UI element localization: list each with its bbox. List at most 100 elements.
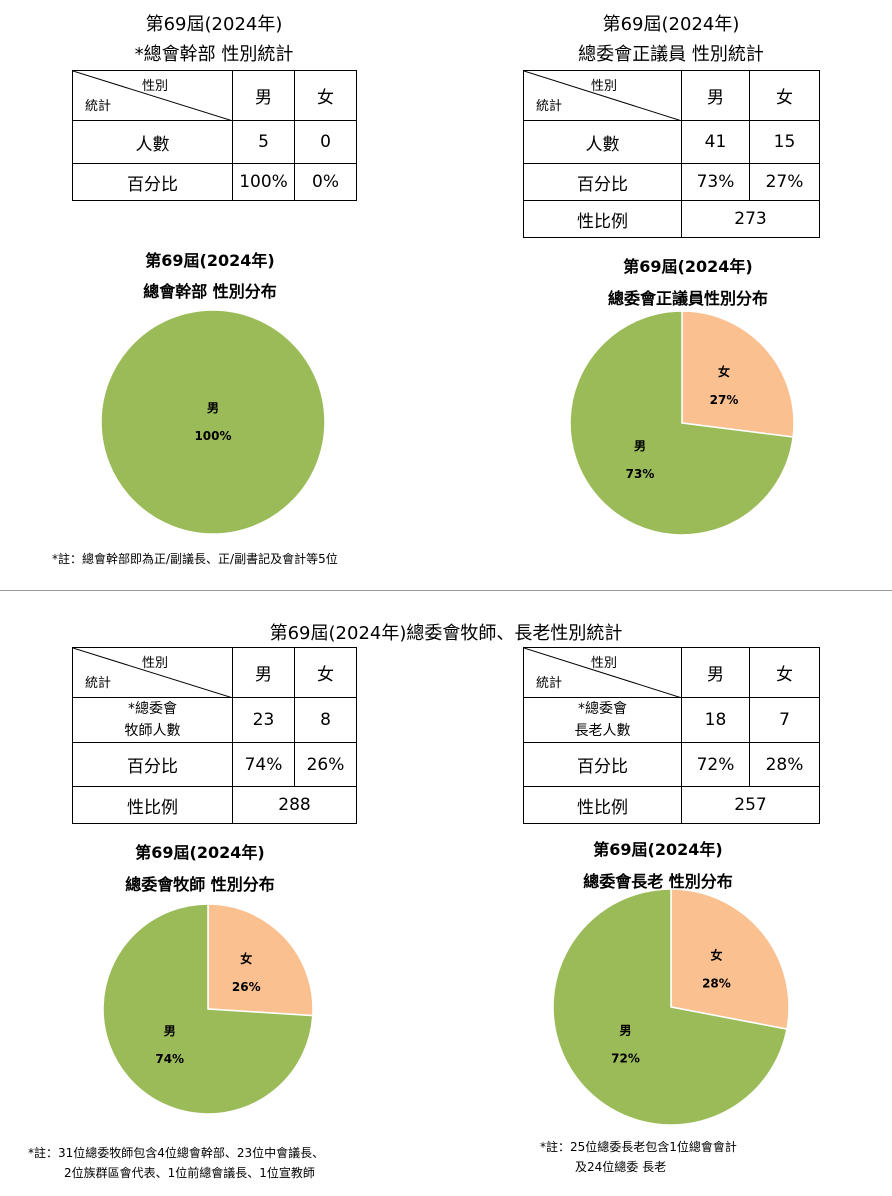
male-count: 5 bbox=[232, 120, 295, 164]
row-label: 百分比 bbox=[72, 742, 233, 787]
male-percent: 72% bbox=[681, 742, 750, 787]
delegates-table-title-year: 第69屆(2024年) bbox=[602, 14, 740, 35]
pie-data-label: 女 bbox=[240, 951, 252, 966]
corner-label-gender: 性別 bbox=[141, 656, 168, 671]
table-row: 性比例 273 bbox=[523, 200, 820, 238]
male-count: 18 bbox=[681, 697, 750, 743]
note-line: 2位族群區會代表、1位前總會議長、1位宣教師 bbox=[64, 1166, 315, 1180]
pastors-chart-title-year: 第69屆(2024年) bbox=[135, 843, 265, 862]
delegates-chart-title-year: 第69屆(2024年) bbox=[623, 257, 753, 276]
female-count: 0 bbox=[294, 120, 357, 164]
female-percent: 27% bbox=[749, 163, 820, 201]
row-label: 百分比 bbox=[523, 742, 682, 787]
female-count: 7 bbox=[749, 697, 820, 743]
female-count: 15 bbox=[749, 120, 820, 164]
male-slice bbox=[569, 310, 794, 536]
diagonal-line bbox=[73, 648, 233, 698]
pie-data-label: 26% bbox=[232, 980, 261, 994]
pie-data-label: 27% bbox=[710, 393, 739, 407]
female-percent: 0% bbox=[294, 163, 357, 201]
note-line: *註：25位總委長老包含1位總會會計 bbox=[540, 1140, 737, 1154]
exec-gender-pie-chart: 男 100% bbox=[100, 309, 326, 535]
table-row: 人數 5 0 bbox=[72, 120, 357, 164]
delegates-gender-pie-chart: 女 27% 男 73% bbox=[569, 310, 795, 536]
male-percent: 73% bbox=[681, 163, 750, 201]
row-label: 性比例 bbox=[523, 200, 682, 238]
pastors-gender-pie-chart: 女 26% 男 74% bbox=[102, 903, 314, 1115]
pastors-chart-title: 總委會牧師 性別分布 bbox=[125, 875, 275, 894]
table-corner: 性別 統計 bbox=[72, 647, 233, 698]
row-label-line1: *總委會 bbox=[128, 701, 177, 717]
pie-data-label: 男 bbox=[207, 401, 219, 415]
delegates-stats-table: 性別 統計 男 女 人數 41 15 百分比 73% 27% 性比例 273 bbox=[523, 70, 820, 238]
corner-label-gender: 性別 bbox=[590, 656, 617, 671]
table-row: 百分比 74% 26% bbox=[72, 742, 357, 787]
pie-data-label: 73% bbox=[626, 467, 655, 481]
row-label: 百分比 bbox=[72, 163, 233, 201]
diagonal-line bbox=[73, 71, 233, 121]
female-percent: 26% bbox=[294, 742, 357, 787]
female-percent: 28% bbox=[749, 742, 820, 787]
male-percent: 74% bbox=[232, 742, 295, 787]
pastors-stats-table: 性別 統計 男 女 *總委會 牧師人數 23 8 百分比 74% 26% 性比例… bbox=[72, 647, 357, 824]
pie-data-label: 女 bbox=[718, 364, 730, 379]
male-slice bbox=[100, 309, 326, 535]
col-header-male: 男 bbox=[681, 70, 750, 121]
delegates-table-title: 總委會正議員 性別統計 bbox=[578, 44, 764, 65]
table-row: 人數 41 15 bbox=[523, 120, 820, 164]
row-label: 人數 bbox=[523, 120, 682, 164]
pie-data-label: 72% bbox=[611, 1052, 640, 1066]
table-corner: 性別 統計 bbox=[72, 70, 233, 121]
elders-stats-table: 性別 統計 男 女 *總委會 長老人數 18 7 百分比 72% 28% 性比例… bbox=[523, 647, 820, 824]
row-label: *總委會 長老人數 bbox=[523, 697, 682, 743]
row-label: 性比例 bbox=[523, 786, 682, 824]
table-row: *總委會 牧師人數 23 8 bbox=[72, 697, 357, 743]
exec-footnote: *註：總會幹部即為正/副議長、正/副書記及會計等5位 bbox=[52, 552, 338, 566]
col-header-female: 女 bbox=[749, 70, 820, 121]
corner-label-gender: 性別 bbox=[141, 79, 168, 94]
note-line: 及24位總委 長老 bbox=[575, 1160, 667, 1174]
sex-ratio-value: 288 bbox=[232, 786, 357, 824]
exec-table-title: *總會幹部 性別統計 bbox=[134, 44, 294, 65]
note-line: *註：31位總委牧師包含4位總會幹部、23位中會議長、 bbox=[28, 1146, 325, 1160]
corner-label-gender: 性別 bbox=[590, 79, 617, 94]
exec-stats-table: 性別 統計 男 女 人數 5 0 百分比 100% 0% bbox=[72, 70, 357, 201]
female-slice bbox=[681, 310, 795, 438]
elders-gender-pie-chart: 女 28% 男 72% bbox=[552, 888, 790, 1126]
col-header-female: 女 bbox=[294, 70, 357, 121]
male-count: 23 bbox=[232, 697, 295, 743]
table-row: 百分比 73% 27% bbox=[523, 163, 820, 201]
corner-label-stat: 統計 bbox=[85, 676, 112, 691]
corner-label-stat: 統計 bbox=[85, 99, 112, 114]
pie-data-label: 28% bbox=[702, 976, 731, 990]
col-header-male: 男 bbox=[681, 647, 750, 698]
elders-footnote: *註：25位總委長老包含1位總會會計 及24位總委 長老 bbox=[540, 1137, 737, 1177]
table-row: 百分比 100% 0% bbox=[72, 163, 357, 201]
male-percent: 100% bbox=[232, 163, 295, 201]
corner-label-stat: 統計 bbox=[536, 676, 563, 691]
col-header-male: 男 bbox=[232, 647, 295, 698]
table-corner: 性別 統計 bbox=[523, 647, 682, 698]
pie-data-label: 男 bbox=[634, 439, 646, 453]
diagonal-line bbox=[524, 648, 682, 698]
table-row: *總委會 長老人數 18 7 bbox=[523, 697, 820, 743]
sex-ratio-value: 257 bbox=[681, 786, 820, 824]
row-label-line2: 牧師人數 bbox=[124, 723, 181, 739]
row-label-line2: 長老人數 bbox=[574, 723, 631, 739]
row-label: 性比例 bbox=[72, 786, 233, 824]
male-slice bbox=[102, 903, 314, 1115]
table-row: 性比例 288 bbox=[72, 786, 357, 824]
col-header-female: 女 bbox=[294, 647, 357, 698]
female-count: 8 bbox=[294, 697, 357, 743]
male-slice bbox=[552, 888, 788, 1126]
pie-data-label: 100% bbox=[194, 429, 231, 443]
elders-chart-title: 總委會長老 性別分布 bbox=[583, 872, 733, 891]
row-label: *總委會 牧師人數 bbox=[72, 697, 233, 743]
diagonal-line bbox=[524, 71, 682, 121]
row-label: 百分比 bbox=[523, 163, 682, 201]
exec-chart-title-year: 第69屆(2024年) bbox=[145, 251, 275, 270]
corner-label-stat: 統計 bbox=[536, 99, 563, 114]
table-corner: 性別 統計 bbox=[523, 70, 682, 121]
pie-data-label: 男 bbox=[620, 1024, 632, 1038]
section-title: 第69屆(2024年)總委會牧師、長老性別統計 bbox=[269, 623, 623, 644]
